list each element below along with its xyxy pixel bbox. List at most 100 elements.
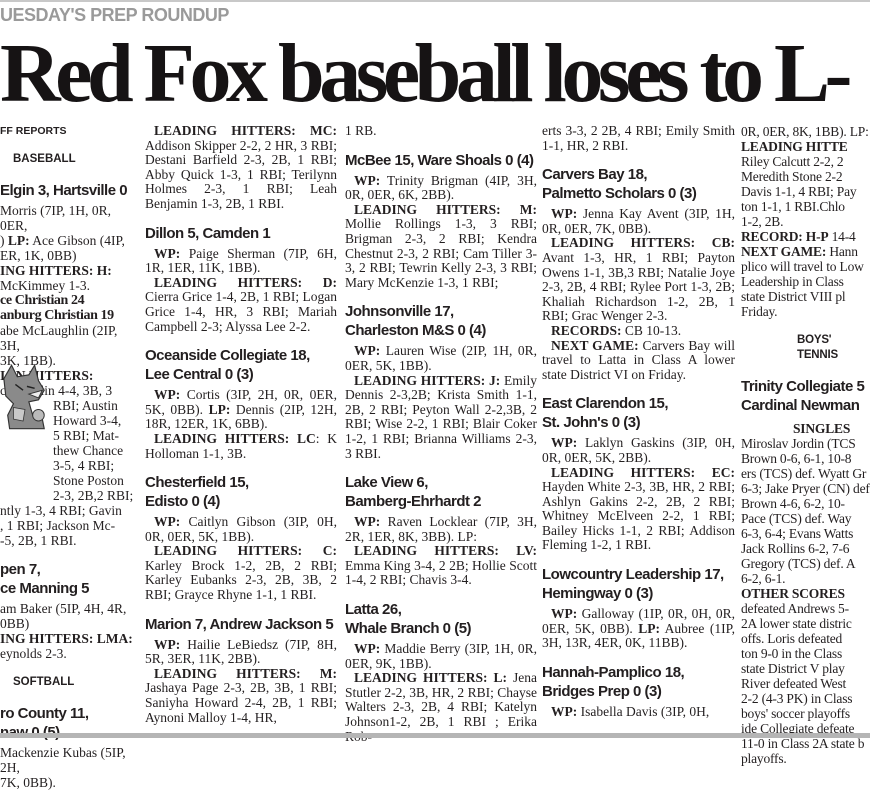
bold-label: WP:	[154, 514, 181, 530]
result-paragraph: erts 3-3, 2 2B, 4 RBI; Emily Smith 1-1, …	[542, 123, 735, 153]
text-line: SINGLES	[741, 421, 870, 436]
text-line: ) LP: Ace Gibson (4IP,	[0, 233, 138, 248]
text-run: 1-2, 2B.	[741, 214, 784, 229]
text-run: 0R, 0ER, 8K, 1BB). LP:	[741, 124, 869, 139]
text-run: Jack Rollins 6-2, 7-6	[741, 541, 850, 556]
bold-label: LP:	[208, 401, 231, 417]
text-run: thew Chance	[53, 443, 124, 458]
column-1: FF REPORTS BASEBALL Elgin 3, Hartsville 0 M…	[0, 124, 138, 790]
result-paragraph: WP: Raven Locklear (7IP, 3H, 2R, 1ER, 8K…	[345, 514, 537, 544]
text-run: Cardinal Newman	[741, 397, 860, 414]
text-run: Cortis (3IP, 2H, 0R, 0ER, 5K, 0BB).	[145, 387, 337, 417]
page-top-rule	[0, 0, 870, 2]
headline-line: Bamberg-Ehrhardt 2	[345, 493, 482, 511]
headline-line: St. John's 0 (3)	[542, 414, 641, 432]
headline-line: Latta 26,	[345, 601, 402, 619]
result-paragraph: LEADING HITTERS: L: Jena Stutler 2-2, 3B…	[345, 670, 537, 744]
text-run: ce Manning 5	[0, 580, 90, 597]
bold-label: LEADING HITTERS: EC:	[551, 464, 735, 480]
text-run: Avant 1-3, HR, 1 RBI; Payton Owens 1-1, …	[542, 249, 735, 324]
game-headline: Hannah-Pamplico 18, Bridges Prep 0 (3)	[542, 663, 735, 701]
text-run: 2A lower state distric	[741, 616, 852, 631]
text-line: 5 RBI; Mat-	[0, 428, 138, 443]
text-run: 11-0 in Class 2A state b	[741, 736, 865, 751]
headline-line: Chesterfield 15,	[145, 474, 249, 492]
result-paragraph: LEADING HITTERS: CB: Avant 1-3, HR, 1 RB…	[542, 236, 735, 324]
text-run: Cierra Grice 1-4, 2B, 1 RBI; Logan Grice…	[145, 289, 337, 334]
game-headline: pen 7,	[0, 560, 138, 579]
game-headline: Johnsonville 17, Charleston M&S 0 (4)	[345, 302, 537, 340]
bold-label: LEADING HITTERS: D:	[154, 274, 337, 290]
text-line: 6-2, 6-1.	[741, 571, 870, 586]
bold-label: LEADING HITTERS: CB:	[551, 235, 735, 251]
column-3: 1 RB. McBee 15, Ware Shoals 0 (4) WP: Trin…	[345, 123, 537, 744]
headline-line: Marion 7, Andrew Jackson 5	[145, 615, 334, 633]
result-paragraph: WP: Galloway (1IP, 0R, 0H, 0R, 0ER, 5K, …	[542, 606, 735, 651]
text-run: ide Collegiate defeate	[741, 721, 855, 736]
text-run: Friday.	[741, 304, 778, 319]
text-run: erts 3-3, 2 2B, 4 RBI; Emily Smith 1-1, …	[542, 123, 735, 153]
sport-section-header: SOFTBALL	[13, 675, 138, 690]
text-line: RBI; Austin	[0, 398, 138, 413]
result-paragraph: LEADING HITTERS: D: Cierra Grice 1-4, 2B…	[145, 274, 337, 334]
text-line: Meredith Stone 2-2	[741, 169, 870, 184]
bold-label: WP:	[551, 703, 578, 719]
bold-label: LEADING HITTERS: LV:	[354, 543, 537, 559]
text-line: ide Collegiate defeate	[741, 721, 870, 736]
bold-label: LEADING HITTERS: LC	[154, 430, 316, 446]
bold-label: LEADING HITTERS: L:	[354, 670, 508, 686]
text-run: playoffs.	[741, 751, 787, 766]
text-line: ING HITTERS: H:	[0, 263, 138, 278]
text-line: Brown 4-6, 6-2, 10-	[741, 496, 870, 511]
result-paragraph: WP: Cortis (3IP, 2H, 0R, 0ER, 5K, 0BB). …	[145, 387, 337, 432]
column-1-text: FF REPORTS BASEBALL Elgin 3, Hartsville 0 M…	[0, 124, 138, 790]
text-run: Howard 3-4,	[53, 413, 122, 428]
text-run: Brown 0-6, 6-1, 10-8	[741, 451, 852, 466]
bold-label: WP:	[154, 387, 181, 403]
text-line: defeated Andrews 5-	[741, 601, 870, 616]
text-line: Davis 1-1, 4 RBI; Pay	[741, 184, 870, 199]
text-line: , 1 RBI; Jackson Mc-	[0, 518, 138, 533]
text-run: RBI; Austin	[53, 398, 118, 413]
text-run: Raven Locklear (7IP, 3H, 2R, 1ER, 8K, 3B…	[345, 514, 537, 544]
game-headline: anburg Christian 19	[0, 308, 138, 323]
bold-label: LEADING HITTERS: M:	[154, 665, 337, 681]
text-run: state District VIII pl	[741, 289, 846, 304]
text-run: CB 10-13.	[621, 322, 682, 338]
text-run: Trinity Collegiate 5	[741, 378, 865, 395]
bold-label: WP:	[154, 245, 181, 261]
result-paragraph: NEXT GAME: Carvers Bay will travel to La…	[542, 338, 735, 383]
text-run: Jena Stutler 2-2, 3B, HR, 2 RBI; Chayse …	[345, 670, 537, 743]
bold-label: WP:	[551, 435, 578, 451]
text-line: Jack Rollins 6-2, 7-6	[741, 541, 870, 556]
fox-mascot-icon	[3, 363, 45, 430]
text-line: 2-2 (4-3 PK) in Class	[741, 691, 870, 706]
text-line: Riley Calcutt 2-2, 2	[741, 154, 870, 169]
game-headline: Trinity Collegiate 5	[741, 377, 870, 396]
game-headline: McBee 15, Ware Shoals 0 (4)	[345, 151, 537, 170]
result-paragraph: WP: Caitlyn Gibson (3IP, 0H, 0R, 0ER, 5K…	[145, 514, 337, 544]
text-run: anburg Christian 19	[0, 308, 114, 323]
game-headline: Latta 26, Whale Branch 0 (5)	[345, 600, 537, 638]
text-line: 11-0 in Class 2A state b	[741, 736, 870, 751]
text-run: ers (TCS) def. Wyatt Gr	[741, 466, 867, 481]
result-paragraph: WP: Isabella Davis (3IP, 0H,	[542, 703, 735, 720]
result-paragraph: WP: Lauren Wise (2IP, 1H, 0R, 0ER, 5K, 1…	[345, 344, 537, 373]
text-run: Gregory (TCS) def. A	[741, 556, 856, 571]
text-line: Leadership in Class	[741, 274, 870, 289]
text-line: OTHER SCORES	[741, 586, 870, 601]
text-line: 6-3, 6-4; Evans Watts	[741, 526, 870, 541]
game-headline: Dillon 5, Camden 1	[145, 224, 337, 243]
bold-label: RECORDS:	[551, 322, 622, 338]
result-paragraph: LEADING HITTERS: M: Mollie Rollings 1-3,…	[345, 202, 537, 291]
result-paragraph: WP: Hailie LeBiedsz (7IP, 8H, 5R, 3ER, 1…	[145, 637, 337, 667]
text-run: ER, 1K, 0BB)	[0, 248, 77, 263]
text-run: Dennis (2IP, 12H, 18R, 12ER, 1K, 6BB).	[145, 401, 337, 432]
result-paragraph: WP: Paige Sherman (7IP, 6H, 1R, 1ER, 11K…	[145, 245, 337, 276]
bold-label: LEADING HITTE	[741, 139, 848, 154]
text-run: 7K, 0BB).	[0, 775, 56, 790]
text-run: offs. Loris defeated	[741, 631, 843, 646]
text-line: plico will travel to Low	[741, 259, 870, 274]
bold-label: WP:	[354, 641, 381, 657]
text-run: am Baker (5IP, 4H, 4R,	[0, 601, 127, 616]
